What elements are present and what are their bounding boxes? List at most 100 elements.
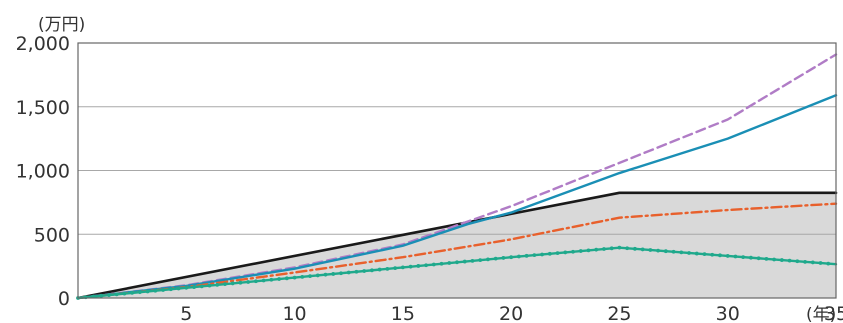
series-marker-4 <box>83 295 88 300</box>
series-marker-4 <box>207 283 212 288</box>
series-marker-4 <box>656 248 661 253</box>
series-marker-4 <box>370 268 374 273</box>
series-marker-4 <box>223 282 227 287</box>
y-tick-label: 0 <box>58 288 70 310</box>
series-marker-4 <box>702 252 707 257</box>
series-marker-4 <box>462 259 467 264</box>
series-marker-4 <box>594 247 599 252</box>
series-marker-4 <box>308 274 312 279</box>
gridlines <box>78 106 836 235</box>
series-marker-4 <box>292 275 297 280</box>
series-marker-4 <box>261 278 266 283</box>
series-marker-4 <box>826 261 831 266</box>
series-marker-4 <box>400 265 405 270</box>
series-marker-4 <box>246 280 251 284</box>
series-marker-4 <box>161 288 165 292</box>
series-marker-4 <box>501 256 506 260</box>
x-tick-label: 15 <box>391 303 415 323</box>
series-marker-4 <box>602 247 606 251</box>
series-marker-4 <box>532 253 537 258</box>
y-tick-label: 1,000 <box>16 161 70 183</box>
series-marker-4 <box>284 276 289 281</box>
series-line-0 <box>76 191 838 300</box>
series-marker-4 <box>648 248 653 252</box>
series-marker-4 <box>416 264 421 268</box>
series-marker-4 <box>687 251 691 255</box>
series-marker-4 <box>114 292 119 297</box>
series-marker-4 <box>524 253 529 258</box>
series-marker-4 <box>749 255 753 260</box>
x-tick-label: 10 <box>282 303 306 323</box>
series-marker-4 <box>725 254 730 258</box>
x-axis-ticks: 5 10 15 20 25 30 35 <box>180 303 843 323</box>
series-marker-4 <box>153 288 158 293</box>
series-marker-4 <box>277 277 282 281</box>
series-lines <box>76 53 838 300</box>
series-marker-4 <box>230 281 235 286</box>
series-marker-4 <box>586 248 591 253</box>
series-marker-4 <box>478 258 483 263</box>
series-marker-4 <box>393 266 398 271</box>
series-marker-4 <box>818 261 823 265</box>
series-marker-4 <box>385 266 390 271</box>
series-marker-4 <box>130 291 135 295</box>
series-marker-4 <box>764 256 769 261</box>
series-marker-4 <box>331 272 336 276</box>
series-marker-4 <box>122 291 127 296</box>
x-tick-label: 25 <box>607 303 631 323</box>
series-marker-4 <box>718 253 722 258</box>
series-marker-4 <box>810 260 815 265</box>
series-marker-4 <box>741 255 746 260</box>
series-marker-4 <box>640 247 645 252</box>
series-marker-4 <box>455 260 459 265</box>
series-marker-4 <box>733 254 738 259</box>
series-marker-4 <box>509 255 514 260</box>
series-marker-4 <box>107 293 111 297</box>
series-marker-4 <box>168 287 173 292</box>
series-marker-4 <box>354 269 359 274</box>
series-marker-4 <box>315 273 320 278</box>
series-marker-4 <box>663 249 668 254</box>
series-marker-4 <box>431 262 436 267</box>
series-marker-4 <box>632 246 637 251</box>
series-marker-4 <box>408 264 413 269</box>
series-marker-4 <box>323 272 328 277</box>
y-tick-label: 2,000 <box>16 33 70 55</box>
series-marker-4 <box>346 270 351 275</box>
y-axis-unit-label: (万円) <box>38 15 85 35</box>
x-tick-label: 35 <box>824 303 843 323</box>
series-marker-4 <box>439 261 444 266</box>
series-marker-4 <box>779 258 784 262</box>
y-axis-ticks: 0 500 1,000 1,500 2,000 <box>16 33 70 310</box>
series-marker-4 <box>300 274 305 279</box>
series-marker-4 <box>215 282 220 287</box>
series-marker-4 <box>269 277 274 282</box>
series-marker-4 <box>176 286 181 291</box>
series-marker-4 <box>772 257 777 262</box>
series-marker-4 <box>486 257 490 262</box>
x-tick-label: 30 <box>716 303 740 323</box>
series-marker-4 <box>493 256 498 261</box>
series-marker-4 <box>671 249 676 254</box>
series-marker-4 <box>625 246 630 251</box>
x-tick-label: 5 <box>180 303 192 323</box>
series-marker-4 <box>424 263 428 268</box>
plot-border <box>77 42 837 299</box>
series-marker-4 <box>609 246 614 251</box>
series-marker-4 <box>787 258 792 263</box>
series-marker-4 <box>803 259 807 264</box>
series-marker-4 <box>470 258 475 263</box>
series-marker-4 <box>540 252 544 257</box>
y-tick-label: 500 <box>34 224 70 246</box>
series-marker-4 <box>199 284 204 289</box>
series-marker-4 <box>547 251 552 256</box>
series-marker-4 <box>694 251 699 256</box>
series-marker-4 <box>571 249 575 254</box>
series-marker-4 <box>617 245 622 250</box>
series-marker-4 <box>339 271 343 276</box>
series-marker-4 <box>145 289 150 294</box>
series-marker-4 <box>795 259 800 264</box>
area-fill-0 <box>78 192 836 298</box>
series-marker-4 <box>99 293 104 298</box>
series-marker-4 <box>253 279 258 284</box>
